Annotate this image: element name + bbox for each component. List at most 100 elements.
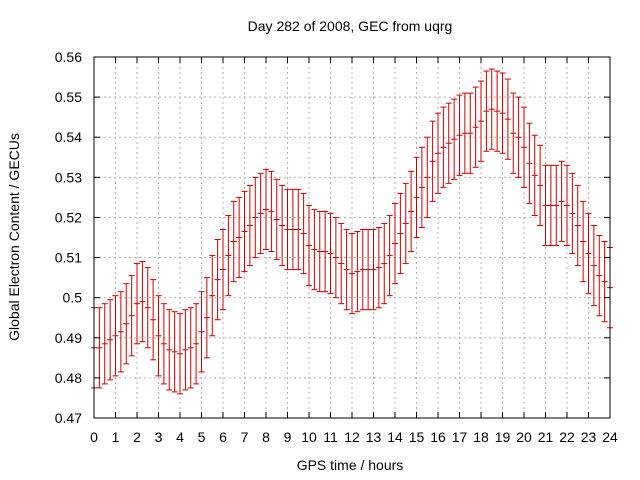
y-tick-labels: 0.47 0.48 0.49 0.5 0.51 0.52 0.53 0.54 0.55 0.56 (55, 49, 82, 426)
data-point (343, 228, 350, 311)
y-tick-label: 0.56 (55, 49, 82, 65)
data-point (596, 234, 603, 317)
data-point (177, 313, 183, 395)
data-point (365, 228, 372, 311)
x-axis-label: GPS time / hours (297, 457, 404, 473)
x-tick-label: 9 (284, 429, 292, 445)
x-tick-label: 16 (430, 429, 446, 445)
data-point (386, 214, 393, 297)
data-point (198, 291, 205, 373)
data-point (461, 92, 468, 174)
data-point (510, 92, 517, 174)
data-point (295, 188, 302, 271)
data-point (445, 102, 452, 184)
x-tick-labels: 0 1 2 3 4 5 6 7 8 9 10 11 12 13 14 15 16 17 18 19 20 21 22 23 24 (90, 429, 618, 445)
data-point (521, 106, 527, 188)
x-tick-label: 3 (155, 429, 163, 445)
data-point (263, 168, 269, 251)
x-tick-label: 12 (344, 429, 360, 445)
x-tick-label: 14 (387, 429, 403, 445)
x-tick-label: 0 (90, 429, 98, 445)
data-point (230, 200, 237, 283)
data-point (139, 261, 146, 343)
data-point (531, 134, 538, 216)
data-point (268, 170, 275, 253)
x-tick-label: 18 (473, 429, 489, 445)
x-tick-label: 24 (602, 429, 618, 445)
x-tick-label: 11 (323, 429, 338, 445)
data-point (220, 228, 226, 311)
data-point (370, 228, 377, 311)
x-tick-label: 5 (198, 429, 206, 445)
x-tick-label: 23 (581, 429, 597, 445)
data-point (306, 204, 312, 287)
gec-series (91, 68, 613, 395)
x-tick-label: 22 (559, 429, 575, 445)
data-point (590, 224, 597, 307)
data-point (451, 98, 458, 180)
data-point (289, 188, 296, 271)
data-point (96, 307, 103, 389)
data-point (279, 184, 286, 267)
y-tick-label: 0.55 (55, 89, 82, 105)
x-tick-label: 8 (262, 429, 270, 445)
data-point (494, 70, 501, 152)
data-point (123, 283, 130, 365)
x-tick-label: 10 (301, 429, 317, 445)
data-point (107, 299, 114, 381)
data-point (359, 228, 366, 311)
data-point (112, 295, 119, 377)
y-tick-label: 0.52 (55, 209, 82, 225)
data-point (300, 192, 307, 275)
data-point (580, 200, 587, 283)
data-point (499, 72, 506, 154)
data-point (155, 295, 162, 377)
data-point (166, 309, 173, 391)
data-point (472, 86, 479, 168)
data-point (246, 184, 253, 267)
data-point (225, 214, 232, 297)
data-point (273, 178, 280, 261)
x-tick-label: 21 (538, 429, 554, 445)
data-point (209, 255, 216, 337)
x-tick-label: 19 (495, 429, 511, 445)
y-tick-label: 0.51 (55, 250, 82, 266)
data-point (134, 263, 140, 345)
data-point (193, 303, 200, 385)
y-tick-label: 0.53 (55, 169, 82, 185)
data-point (236, 196, 243, 279)
y-axis-label: Global Electron Content / GECUs (6, 133, 22, 341)
data-point (504, 78, 511, 160)
data-point (601, 241, 608, 323)
data-point (338, 222, 345, 305)
data-point (585, 212, 592, 295)
x-tick-label: 4 (176, 429, 184, 445)
data-point (316, 210, 323, 293)
data-point (569, 172, 576, 255)
data-point (483, 70, 490, 152)
x-tick-label: 13 (366, 429, 382, 445)
y-tick-label: 0.48 (55, 370, 82, 386)
data-point (214, 239, 221, 321)
data-point (144, 267, 151, 349)
data-point (392, 202, 398, 285)
data-point (424, 136, 431, 218)
data-point (187, 307, 194, 389)
data-point (252, 176, 259, 259)
data-point (564, 164, 570, 247)
x-tick-label: 20 (516, 429, 532, 445)
data-point (150, 279, 157, 361)
data-point (413, 156, 420, 238)
chart-title: Day 282 of 2008, GEC from uqrg (248, 18, 453, 34)
data-point (574, 184, 581, 267)
axis-ticks (93, 56, 611, 419)
data-point (429, 120, 436, 202)
data-point (467, 92, 474, 174)
data-point (526, 122, 533, 204)
x-tick-label: 15 (409, 429, 425, 445)
data-point (547, 164, 554, 247)
data-point (117, 291, 124, 373)
x-tick-label: 17 (452, 429, 468, 445)
data-point (322, 210, 329, 293)
data-point (553, 164, 560, 247)
